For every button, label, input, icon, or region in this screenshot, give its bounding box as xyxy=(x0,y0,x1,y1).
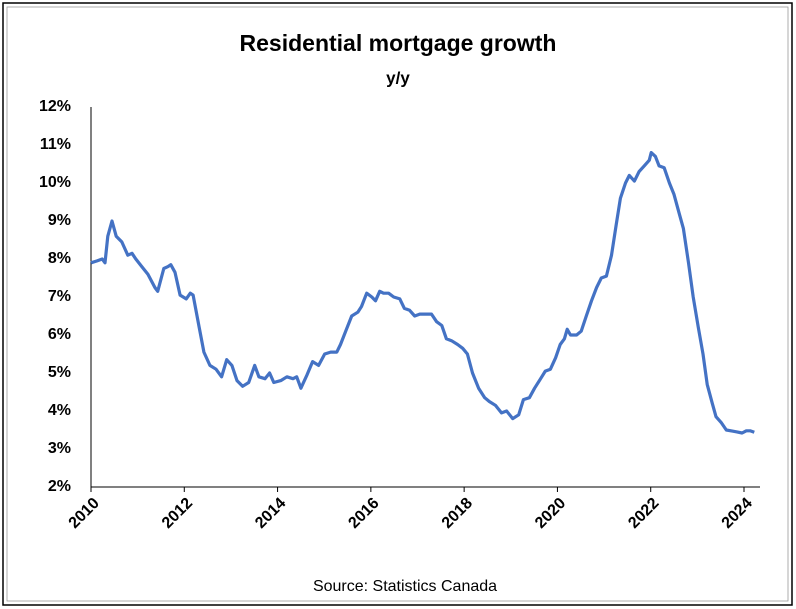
x-tick-label: 2020 xyxy=(532,495,569,532)
source-note: Source: Statistics Canada xyxy=(313,578,497,595)
y-tick-label: 8% xyxy=(48,250,71,267)
y-tick-label: 2% xyxy=(48,478,71,495)
x-tick-label: 2012 xyxy=(159,495,196,532)
x-tick-label: 2014 xyxy=(252,495,289,532)
chart-subtitle: y/y xyxy=(386,68,410,87)
y-tick-label: 5% xyxy=(48,364,71,381)
y-tick-label: 11% xyxy=(40,136,71,153)
y-tick-label: 7% xyxy=(48,288,71,305)
y-tick-label: 10% xyxy=(39,174,71,191)
y-tick-label: 9% xyxy=(48,212,71,229)
x-tick-label: 2010 xyxy=(66,495,103,532)
x-tick-label: 2018 xyxy=(439,495,476,532)
inner-border xyxy=(6,6,789,602)
y-tick-label: 6% xyxy=(48,326,71,343)
x-tick-label: 2016 xyxy=(345,495,382,532)
chart-title: Residential mortgage growth xyxy=(240,30,557,56)
y-tick-label: 3% xyxy=(48,440,71,457)
x-tick-label: 2024 xyxy=(719,495,756,532)
x-tick-label: 2022 xyxy=(625,495,662,532)
data-line xyxy=(90,151,755,435)
y-tick-label: 12% xyxy=(39,98,71,115)
y-tick-label: 4% xyxy=(48,402,71,419)
